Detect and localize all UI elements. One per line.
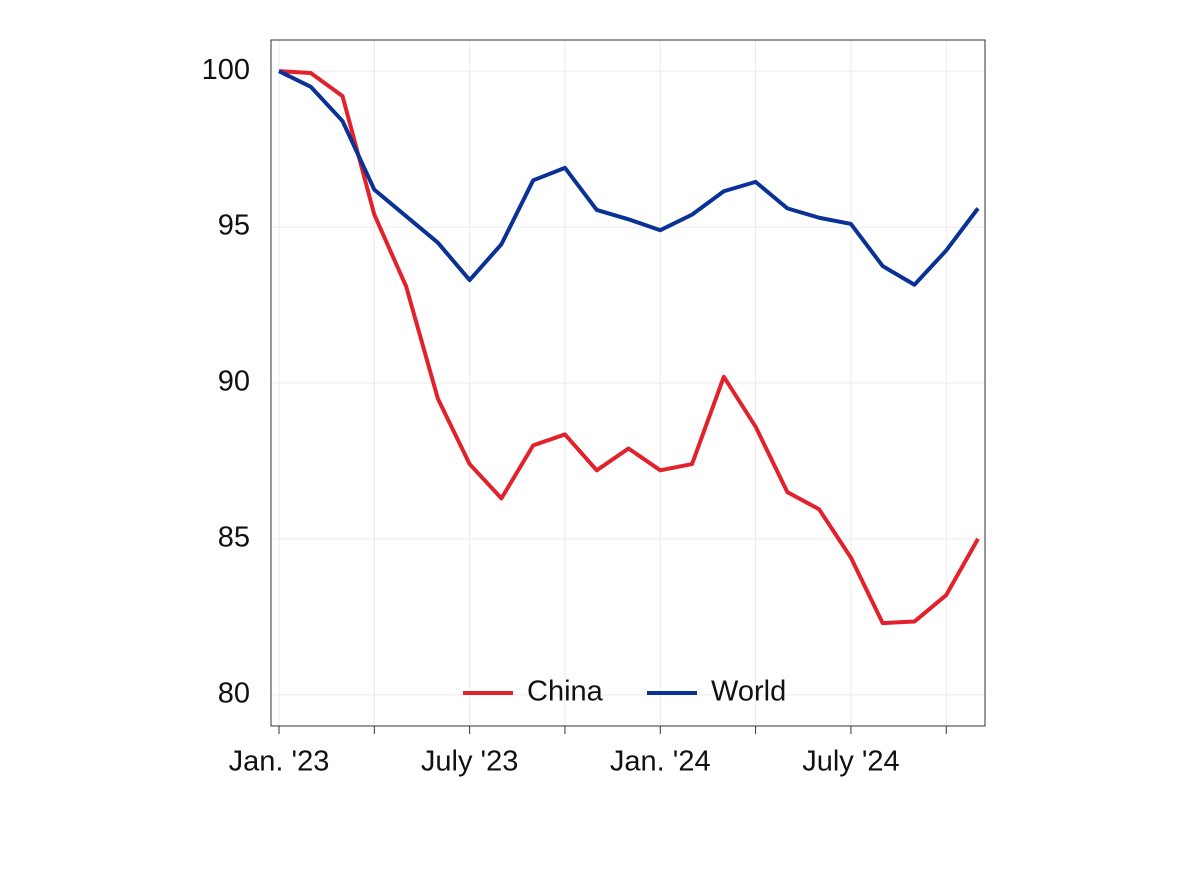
y-tick-label: 90 (218, 366, 250, 398)
line-series (278, 69, 980, 287)
x-tick-label: Jan. '23 (229, 746, 330, 778)
y-tick-label: 85 (218, 522, 250, 554)
legend-label: World (711, 676, 786, 708)
legend-label: China (527, 676, 604, 708)
y-tick-label: 100 (202, 54, 250, 86)
y-tick-label: 95 (218, 210, 250, 242)
x-tick-label: July '23 (421, 746, 518, 778)
plot-border (270, 39, 986, 727)
y-tick-label: 80 (218, 677, 250, 709)
x-tick-label: July '24 (802, 746, 899, 778)
x-tick-label: Jan. '24 (610, 746, 711, 778)
line-series (278, 69, 980, 626)
